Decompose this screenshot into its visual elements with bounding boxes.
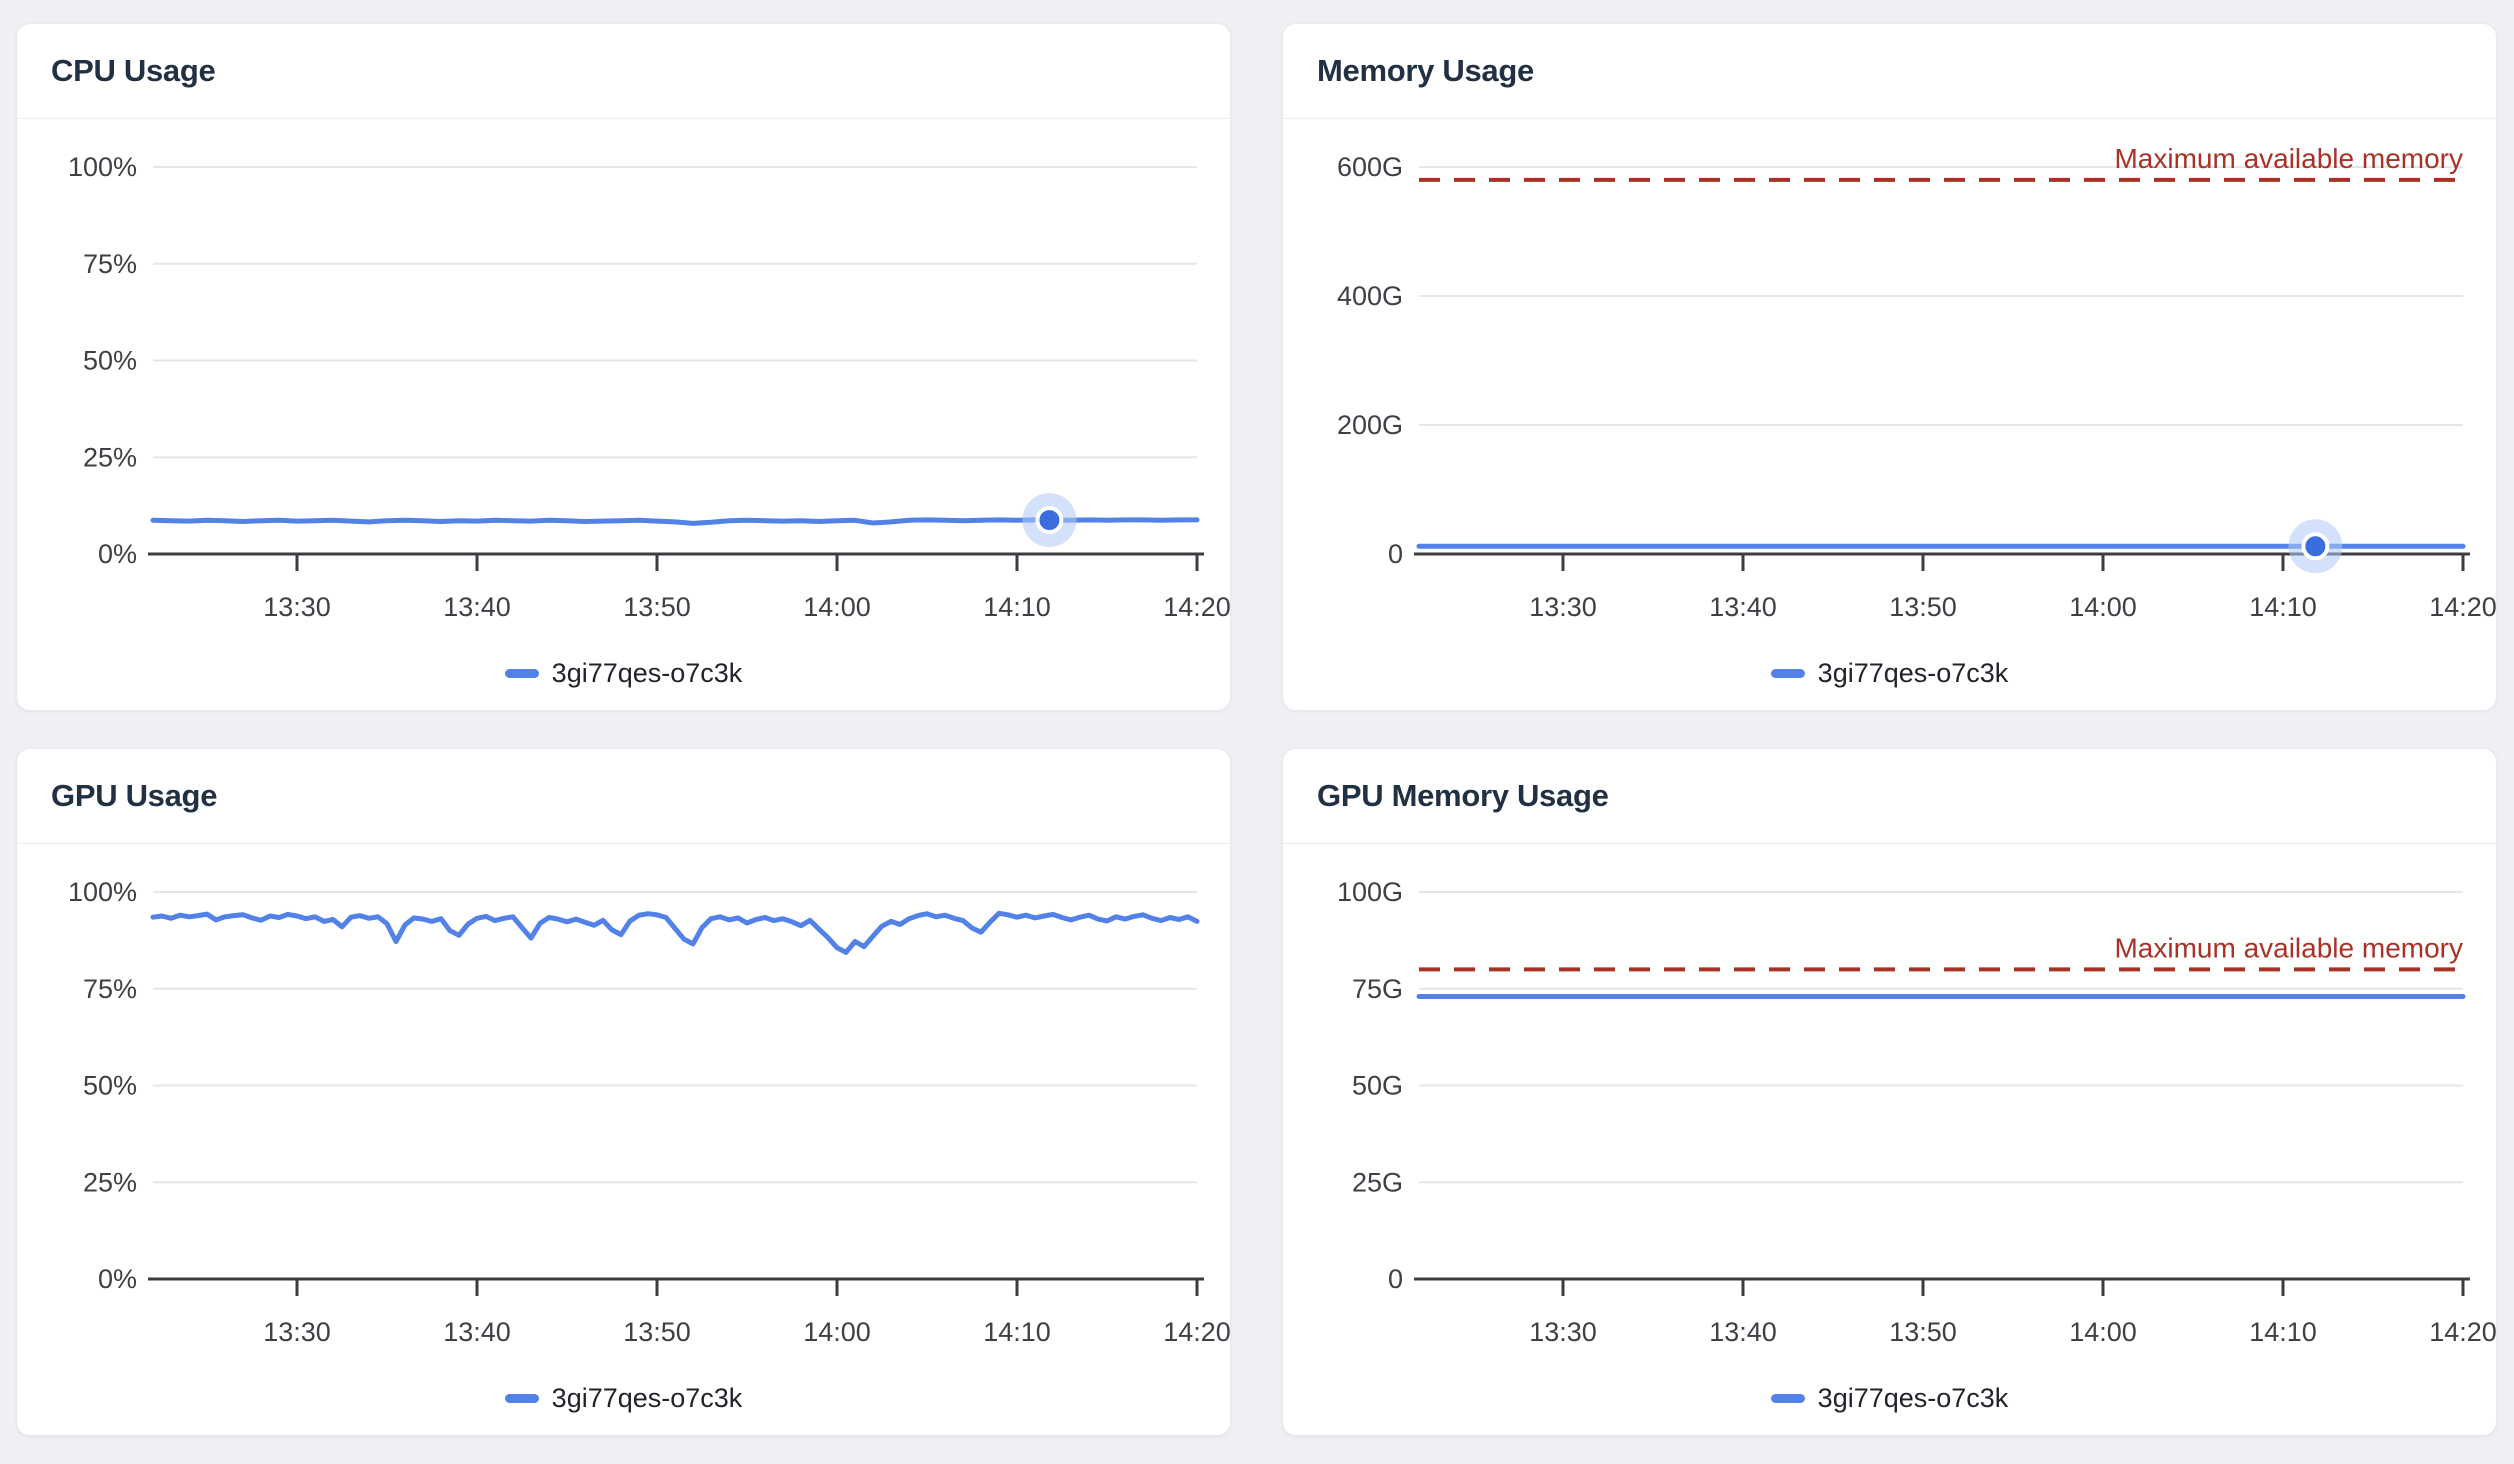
gpu-usage-legend: 3gi77qes-o7c3k: [17, 1374, 1230, 1435]
svg-text:50G: 50G: [1352, 1071, 1403, 1101]
legend-item[interactable]: 3gi77qes-o7c3k: [504, 1383, 743, 1414]
legend-line-swatch: [1770, 669, 1805, 678]
svg-text:14:10: 14:10: [2249, 1317, 2317, 1347]
svg-text:14:10: 14:10: [983, 1317, 1051, 1347]
cpu-usage-chart[interactable]: 0% 25% 50% 75% 100% 13:30 13:40 13:50 14:00 14:10…: [17, 119, 1230, 649]
svg-text:13:30: 13:30: [1529, 592, 1597, 622]
svg-text:13:50: 13:50: [1889, 592, 1957, 622]
legend-series-label: 3gi77qes-o7c3k: [551, 658, 743, 688]
memory-usage-legend: 3gi77qes-o7c3k: [1283, 649, 2496, 710]
svg-text:14:20: 14:20: [1163, 1317, 1230, 1347]
cpu-usage-title: CPU Usage: [51, 53, 216, 88]
svg-text:25%: 25%: [83, 442, 137, 472]
legend-series-label: 3gi77qes-o7c3k: [1817, 658, 2009, 688]
legend-item[interactable]: 3gi77qes-o7c3k: [1770, 658, 2009, 689]
svg-text:14:00: 14:00: [2069, 1317, 2137, 1347]
gpu-usage-title: GPU Usage: [51, 778, 218, 813]
svg-text:75G: 75G: [1352, 974, 1403, 1004]
svg-text:50%: 50%: [83, 1071, 137, 1101]
svg-text:0%: 0%: [98, 1264, 137, 1294]
legend-line-swatch: [1770, 1394, 1805, 1403]
legend-item[interactable]: 3gi77qes-o7c3k: [504, 658, 743, 689]
svg-text:600G: 600G: [1337, 152, 1403, 182]
gpu-usage-card-header: GPU Usage: [17, 749, 1230, 844]
svg-text:25G: 25G: [1352, 1167, 1403, 1197]
gpu-memory-usage-card: GPU Memory Usage 0 25G 50G 75G 100G Maximum a…: [1282, 748, 2497, 1436]
svg-text:13:50: 13:50: [623, 1317, 691, 1347]
gpu-memory-usage-legend: 3gi77qes-o7c3k: [1283, 1374, 2496, 1435]
legend-series-label: 3gi77qes-o7c3k: [551, 1383, 743, 1413]
cpu-usage-legend: 3gi77qes-o7c3k: [17, 649, 1230, 710]
svg-text:14:00: 14:00: [803, 592, 871, 622]
gpu-usage-card: GPU Usage 0% 25% 50% 75% 100% 13:30 13:40 13:50…: [16, 748, 1231, 1436]
gpu-memory-usage-chart[interactable]: 0 25G 50G 75G 100G Maximum available memory 13…: [1283, 844, 2496, 1374]
svg-text:0: 0: [1388, 539, 1403, 569]
svg-text:13:50: 13:50: [1889, 1317, 1957, 1347]
svg-text:50%: 50%: [83, 346, 137, 376]
svg-text:75%: 75%: [83, 249, 137, 279]
svg-text:Maximum available memory: Maximum available memory: [2114, 143, 2463, 174]
svg-text:14:20: 14:20: [2429, 1317, 2496, 1347]
svg-text:14:00: 14:00: [803, 1317, 871, 1347]
svg-text:100%: 100%: [68, 877, 137, 907]
svg-text:13:40: 13:40: [1709, 592, 1777, 622]
svg-text:13:40: 13:40: [443, 592, 511, 622]
cpu-usage-card: CPU Usage 0% 25% 50% 75% 100% 13:30 13:40 13:50…: [16, 23, 1231, 711]
svg-text:100G: 100G: [1337, 877, 1403, 907]
legend-series-label: 3gi77qes-o7c3k: [1817, 1383, 2009, 1413]
svg-text:0%: 0%: [98, 539, 137, 569]
svg-text:13:30: 13:30: [263, 592, 331, 622]
svg-text:14:00: 14:00: [2069, 592, 2137, 622]
svg-text:14:20: 14:20: [2429, 592, 2496, 622]
gpu-memory-usage-title: GPU Memory Usage: [1317, 778, 1609, 813]
memory-usage-title: Memory Usage: [1317, 53, 1534, 88]
gpu-memory-usage-card-header: GPU Memory Usage: [1283, 749, 2496, 844]
svg-text:13:30: 13:30: [263, 1317, 331, 1347]
memory-usage-chart[interactable]: 0 200G 400G 600G Maximum available memory 13:…: [1283, 119, 2496, 649]
svg-text:0: 0: [1388, 1264, 1403, 1294]
svg-text:13:40: 13:40: [443, 1317, 511, 1347]
svg-text:100%: 100%: [68, 152, 137, 182]
svg-text:400G: 400G: [1337, 281, 1403, 311]
svg-text:25%: 25%: [83, 1167, 137, 1197]
svg-text:75%: 75%: [83, 974, 137, 1004]
legend-item[interactable]: 3gi77qes-o7c3k: [1770, 1383, 2009, 1414]
svg-text:13:30: 13:30: [1529, 1317, 1597, 1347]
gpu-usage-chart[interactable]: 0% 25% 50% 75% 100% 13:30 13:40 13:50 14:00 14:10…: [17, 844, 1230, 1374]
svg-text:Maximum available memory: Maximum available memory: [2114, 932, 2463, 963]
legend-line-swatch: [504, 669, 539, 678]
cpu-usage-card-header: CPU Usage: [17, 24, 1230, 119]
svg-text:200G: 200G: [1337, 410, 1403, 440]
svg-text:14:10: 14:10: [2249, 592, 2317, 622]
svg-text:13:50: 13:50: [623, 592, 691, 622]
svg-text:14:10: 14:10: [983, 592, 1051, 622]
memory-usage-card: Memory Usage 0 200G 400G 600G Maximum availa…: [1282, 23, 2497, 711]
svg-text:13:40: 13:40: [1709, 1317, 1777, 1347]
svg-text:14:20: 14:20: [1163, 592, 1230, 622]
legend-line-swatch: [504, 1394, 539, 1403]
memory-usage-card-header: Memory Usage: [1283, 24, 2496, 119]
